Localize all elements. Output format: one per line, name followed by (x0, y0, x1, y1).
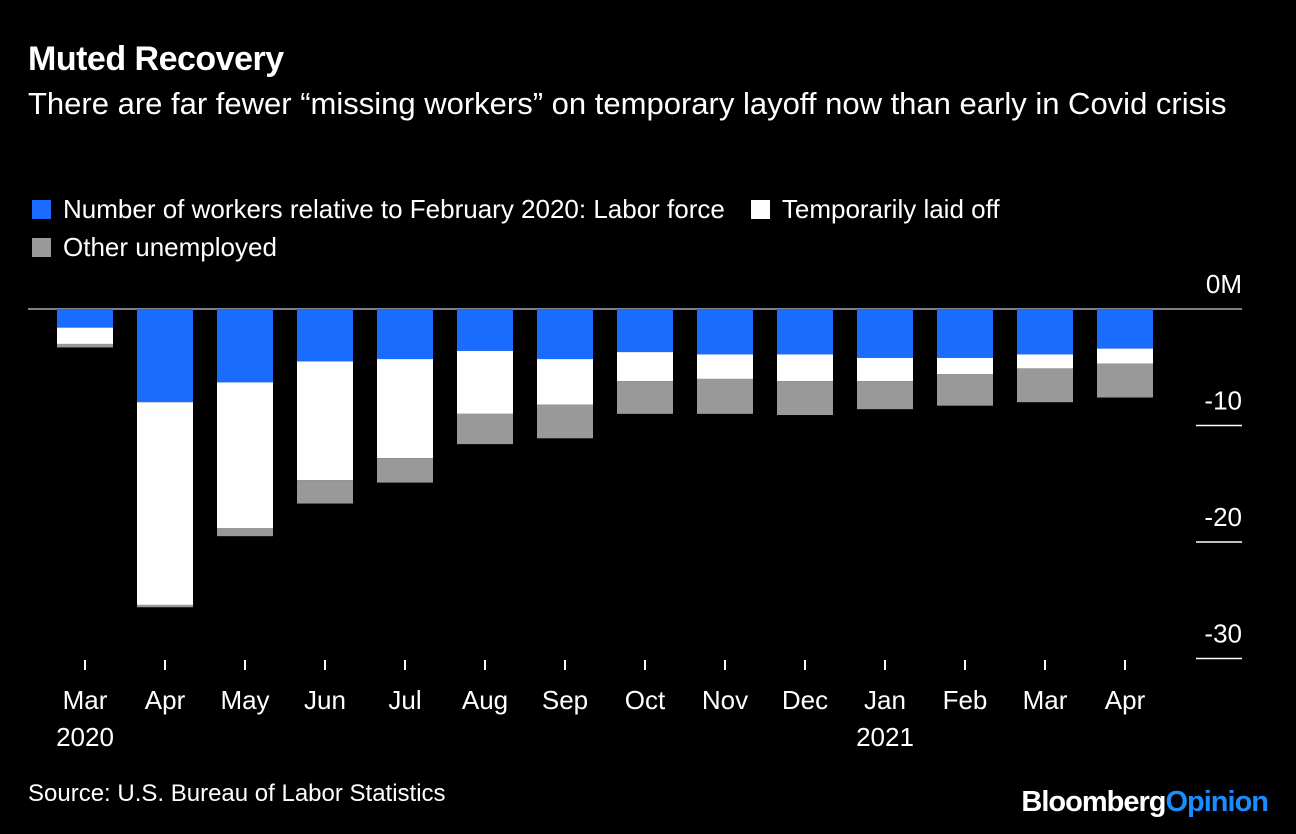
bar-temporarily-laid-off (137, 402, 193, 605)
x-tick-label: Apr (1105, 685, 1146, 715)
bar-number-of-workers-relative-to-february-2020-labor-force (537, 309, 593, 360)
bar-temporarily-laid-off (857, 357, 913, 382)
legend-swatch-temporarily-laid-off (750, 199, 770, 219)
chart-title: Muted Recovery (28, 40, 284, 78)
bar-temporarily-laid-off (1097, 348, 1153, 364)
bar-temporarily-laid-off (777, 354, 833, 382)
x-tick-label: May (220, 685, 269, 715)
x-tick-label: Mar (1023, 685, 1068, 715)
bar-number-of-workers-relative-to-february-2020-labor-force (217, 309, 273, 383)
bar-other-unemployed (1097, 363, 1153, 398)
bar-number-of-workers-relative-to-february-2020-labor-force (57, 309, 113, 328)
bar-temporarily-laid-off (217, 382, 273, 529)
chart-subtitle: There are far fewer “missing workers” on… (28, 86, 1227, 121)
x-tick-label: Dec (782, 685, 828, 715)
legend-row-2: Other unemployed (32, 228, 1232, 266)
x-tick-label: Jun (304, 685, 346, 715)
bar-temporarily-laid-off (57, 327, 113, 344)
bar-number-of-workers-relative-to-february-2020-labor-force (1097, 309, 1153, 349)
bar-temporarily-laid-off (377, 359, 433, 459)
brand-logo: BloombergOpinion (1021, 786, 1269, 819)
x-tick-label: Apr (145, 685, 186, 715)
bar-number-of-workers-relative-to-february-2020-labor-force (377, 309, 433, 360)
bar-other-unemployed (57, 343, 113, 348)
brand-opinion: Opinion (1165, 786, 1269, 818)
bar-temporarily-laid-off (537, 359, 593, 405)
bar-number-of-workers-relative-to-february-2020-labor-force (617, 309, 673, 353)
bar-temporarily-laid-off (697, 354, 753, 379)
y-tick-label: -20 (1204, 502, 1242, 532)
x-tick-label: Aug (462, 685, 508, 715)
bar-other-unemployed (457, 413, 513, 445)
legend-row-1: Number of workers relative to February 2… (32, 190, 1232, 228)
bar-number-of-workers-relative-to-february-2020-labor-force (457, 309, 513, 351)
bar-other-unemployed (937, 374, 993, 406)
legend-label-labor-force: Number of workers relative to February 2… (63, 193, 725, 224)
legend: Number of workers relative to February 2… (32, 190, 1232, 266)
y-tick-label: -30 (1204, 619, 1242, 649)
bar-number-of-workers-relative-to-february-2020-labor-force (937, 309, 993, 358)
x-tick-label: Jul (388, 685, 421, 715)
bar-number-of-workers-relative-to-february-2020-labor-force (857, 309, 913, 358)
legend-label-other-unemployed: Other unemployed (63, 231, 277, 262)
bar-other-unemployed (857, 381, 913, 410)
legend-item-temporarily-laid-off: Temporarily laid off (750, 193, 1000, 225)
bar-temporarily-laid-off (297, 361, 353, 481)
bar-temporarily-laid-off (1017, 354, 1073, 369)
x-tick-label: Sep (542, 685, 588, 715)
x-year-label: 2020 (56, 722, 114, 752)
x-tick-label: Jan (864, 685, 906, 715)
x-tick-label: Mar (63, 685, 108, 715)
bar-number-of-workers-relative-to-february-2020-labor-force (297, 309, 353, 362)
bar-number-of-workers-relative-to-february-2020-labor-force (1017, 309, 1073, 355)
x-tick-label: Oct (625, 685, 666, 715)
y-tick-label: 0M (1206, 269, 1242, 299)
bar-other-unemployed (1017, 368, 1073, 403)
legend-swatch-other-unemployed (32, 237, 51, 257)
bar-other-unemployed (137, 604, 193, 608)
legend-label-temporarily-laid-off: Temporarily laid off (781, 193, 1000, 224)
bar-temporarily-laid-off (617, 352, 673, 382)
bar-other-unemployed (537, 404, 593, 439)
bar-other-unemployed (377, 458, 433, 483)
bar-number-of-workers-relative-to-february-2020-labor-force (137, 309, 193, 403)
x-tick-label: Feb (943, 685, 988, 715)
bar-temporarily-laid-off (937, 357, 993, 375)
bar-number-of-workers-relative-to-february-2020-labor-force (777, 309, 833, 355)
y-tick-label: -10 (1204, 386, 1242, 416)
legend-item-labor-force: Number of workers relative to February 2… (32, 194, 725, 225)
bar-other-unemployed (697, 378, 753, 414)
bar-other-unemployed (777, 381, 833, 416)
bar-number-of-workers-relative-to-february-2020-labor-force (697, 309, 753, 355)
brand-bloomberg: Bloomberg (1021, 786, 1166, 818)
x-year-label: 2021 (856, 722, 914, 752)
legend-swatch-labor-force (32, 199, 51, 219)
bar-other-unemployed (217, 528, 273, 537)
source-note: Source: U.S. Bureau of Labor Statistics (28, 780, 446, 807)
bar-other-unemployed (617, 381, 673, 414)
bar-other-unemployed (297, 480, 353, 504)
bar-temporarily-laid-off (457, 350, 513, 414)
legend-item-other-unemployed: Other unemployed (32, 232, 277, 263)
x-tick-label: Nov (702, 685, 748, 715)
